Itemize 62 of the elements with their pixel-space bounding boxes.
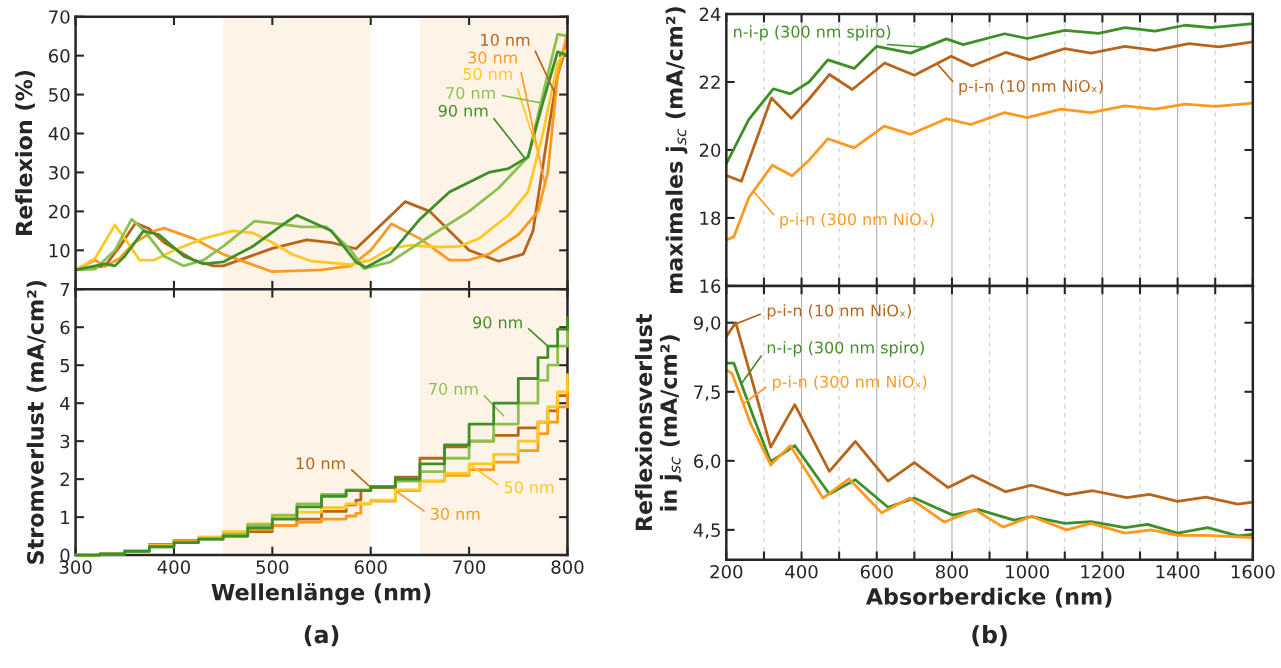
legend-label: 70 nm	[446, 86, 495, 100]
x-tick-label: 600	[860, 564, 893, 579]
x-tick-label: 700	[453, 560, 486, 574]
y-tick-label: 0	[60, 548, 70, 563]
text: p-i-n (300 nm NiOₓ)	[780, 212, 934, 229]
y-tick-label: 18	[700, 211, 721, 226]
series-label: n-i-p (300 nm spiro)	[734, 25, 891, 41]
x-tick-label: 400	[157, 560, 190, 574]
y-tick-label: 2	[60, 472, 69, 487]
x-tick-label: 800	[551, 560, 584, 574]
y-axis-title: Reflexion (%)	[15, 70, 35, 235]
series-label: 50 nm	[504, 481, 554, 494]
x-tick-label: 1000	[1006, 564, 1049, 579]
y-tick-label: 1	[61, 510, 70, 524]
x-tick-label: 1600	[1231, 564, 1275, 579]
y-tick-label: 4,5	[693, 523, 720, 539]
text: 10 nm	[481, 33, 530, 46]
y-tick-label: 60	[49, 49, 70, 63]
series-label: 30 nm	[430, 507, 480, 520]
y-tick-label: 10	[49, 243, 70, 258]
x-tick-label: 1200	[1081, 564, 1125, 579]
x-axis-title: Wellenlänge (nm)	[211, 583, 431, 605]
text: (b)	[972, 625, 1007, 647]
x-tick-label: 200	[710, 564, 743, 579]
y-tick-label: 24	[699, 7, 721, 21]
y-tick-label: 16	[700, 279, 721, 294]
y-axis-title: maximales j$_{sc}$ (mA/cm²)	[665, 7, 688, 294]
text: 30 nm	[468, 51, 517, 64]
x-tick-label: 1400	[1156, 564, 1200, 579]
y-tick-label: 20	[699, 143, 721, 158]
y-tick-label: 50	[49, 88, 70, 102]
text: 90 nm	[438, 104, 488, 117]
y-tick-label: 6,0	[694, 454, 721, 470]
y-tick-label: 22	[699, 75, 720, 89]
y-tick-label: 3	[60, 434, 70, 449]
y-axis-title: Stromverlust (mA/cm²)	[26, 280, 47, 564]
y-tick-label: 70	[49, 10, 70, 24]
y-tick-label: 4	[60, 396, 70, 411]
legend-label: p-i-n (10 nm NiOₓ)	[767, 304, 911, 320]
x-tick-label: 300	[59, 560, 92, 574]
x-tick-label: 500	[256, 560, 289, 574]
y-tick-label: 6	[60, 320, 70, 335]
x-axis-title: Absorberdicke (nm)	[865, 587, 1112, 608]
text: 70 nm	[429, 382, 478, 395]
y-tick-label: 7	[60, 282, 70, 297]
text: n-i-p (300 nm spiro)	[767, 341, 924, 357]
y-tick-label: 5	[60, 358, 70, 373]
series-label: 10 nm	[296, 457, 345, 470]
x-tick-label: 600	[354, 560, 387, 574]
text: p-i-n (300 nm NiOₓ)	[773, 375, 927, 391]
y-tick-label: 40	[48, 126, 70, 141]
y-tick-label: 9,0	[693, 316, 721, 332]
y-tick-label: 30	[49, 165, 70, 180]
legend-label: p-i-n (10 nm NiOₓ)	[959, 79, 1103, 96]
y-tick-label: 7,5	[694, 385, 720, 401]
text: 50 nm	[463, 67, 513, 80]
x-tick-label: 400	[785, 564, 818, 579]
text: (a)	[304, 625, 339, 647]
x-tick-label: 800	[935, 564, 968, 579]
y-axis-title: Reflexionsverlust in j$_{sc}$ (mA/cm²)	[634, 314, 682, 531]
y-tick-label: 20	[49, 204, 70, 219]
series-label: 90 nm	[473, 316, 522, 329]
